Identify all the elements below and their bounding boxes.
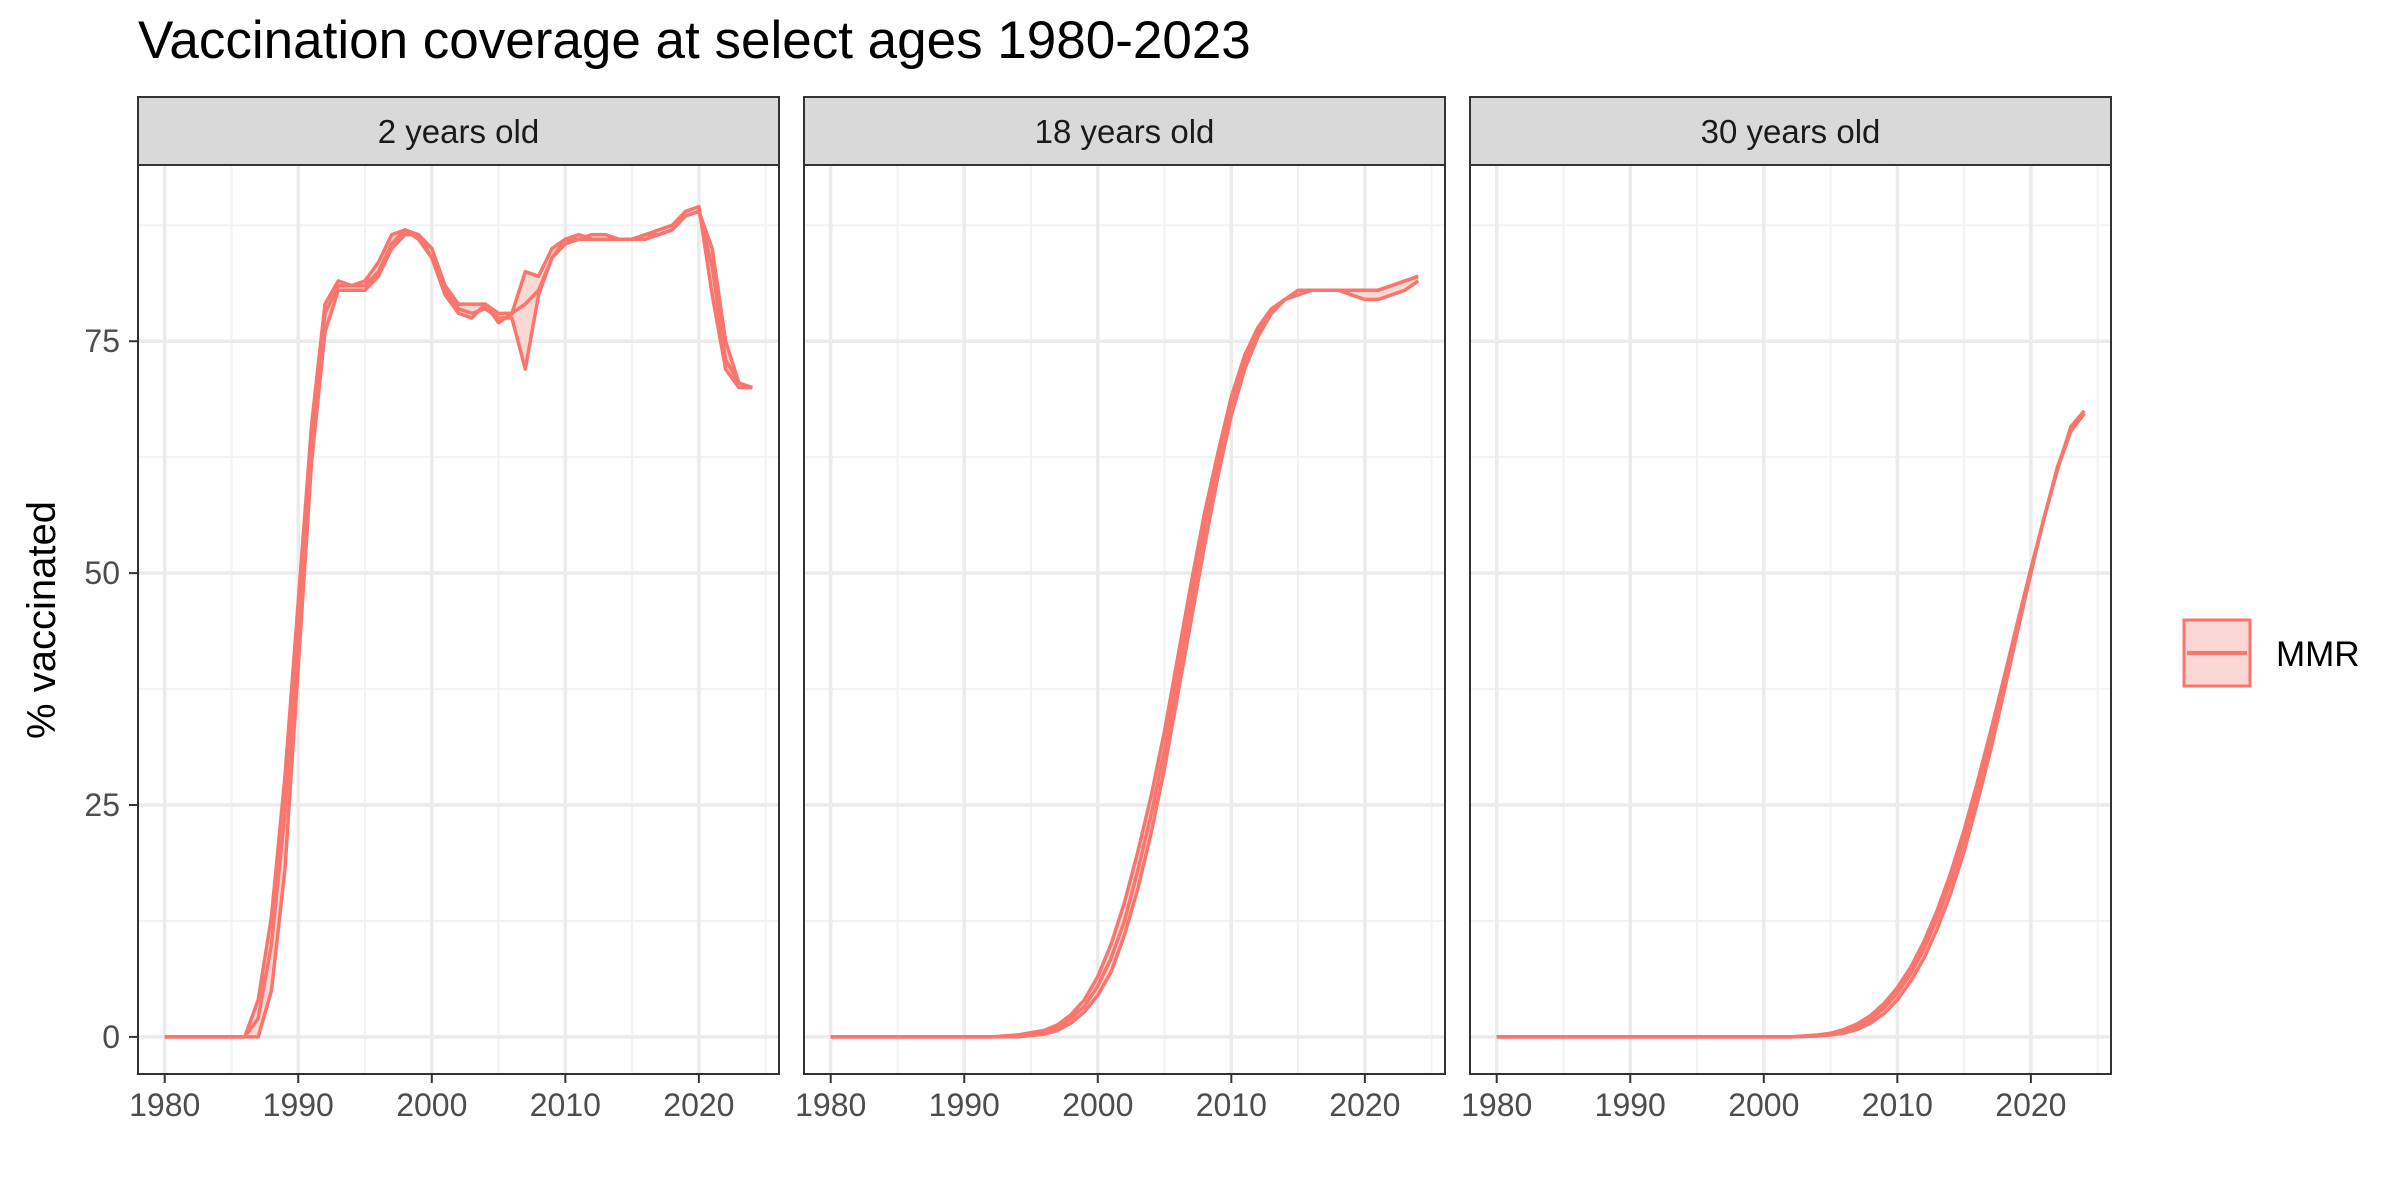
- x-tick-label: 1990: [1595, 1087, 1666, 1123]
- facet-panel: 30 years old 1980 1990 2000 2010 2020: [1461, 96, 2112, 1123]
- panel-border: [803, 164, 1446, 1075]
- y-axis-label: % vaccinated: [20, 501, 64, 739]
- y-tick-label: 50: [84, 555, 120, 591]
- x-tick-label: 1990: [929, 1087, 1000, 1123]
- y-tick-label: 0: [102, 1019, 120, 1055]
- facet-strip: [1469, 96, 2112, 166]
- y-tick-label: 25: [84, 787, 120, 823]
- x-tick-label: 2010: [1862, 1087, 1933, 1123]
- plot-background: [138, 165, 779, 1074]
- facet-panels: 2 years old 1980 1990 2000 2010 2020 0 25 50 75 18…: [84, 96, 2112, 1123]
- x-tick-label: 2000: [396, 1087, 467, 1123]
- series-line-mmr: [164, 204, 753, 1039]
- series-line-mmr: [1496, 412, 2086, 1039]
- facet-strip-label: 2 years old: [378, 113, 539, 150]
- series-line-mmr: [830, 279, 1420, 1039]
- facet-strip-label: 30 years old: [1701, 113, 1881, 150]
- facet-strip: [803, 96, 1446, 166]
- x-tick-label: 2000: [1062, 1087, 1133, 1123]
- facet-panel: 18 years old 1980 1990 2000 2010 2020: [795, 96, 1446, 1123]
- x-tick-label: 2020: [1995, 1087, 2066, 1123]
- panel-border: [137, 164, 780, 1075]
- x-tick-label: 1980: [1461, 1087, 1532, 1123]
- series-line-mmr: [164, 209, 753, 1039]
- x-tick-label: 2020: [1329, 1087, 1400, 1123]
- x-tick-label: 1990: [263, 1087, 334, 1123]
- chart-title: Vaccination coverage at select ages 1980…: [138, 11, 1251, 70]
- facet-strip-label: 18 years old: [1035, 113, 1215, 150]
- x-tick-label: 2010: [1196, 1087, 1267, 1123]
- x-tick-label: 2010: [530, 1087, 601, 1123]
- x-tick-label: 2020: [663, 1087, 734, 1123]
- facet-strip: [137, 96, 780, 166]
- x-tick-label: 1980: [795, 1087, 866, 1123]
- panel-border: [1469, 164, 2112, 1075]
- x-tick-label: 1980: [129, 1087, 200, 1123]
- plot-background: [1470, 165, 2111, 1074]
- legend: MMR: [2182, 618, 2360, 688]
- y-tick-label: 75: [84, 323, 120, 359]
- x-tick-label: 2000: [1728, 1087, 1799, 1123]
- legend-label-mmr: MMR: [2276, 635, 2360, 674]
- facet-panel: 2 years old 1980 1990 2000 2010 2020 0 25 50 75: [84, 96, 780, 1123]
